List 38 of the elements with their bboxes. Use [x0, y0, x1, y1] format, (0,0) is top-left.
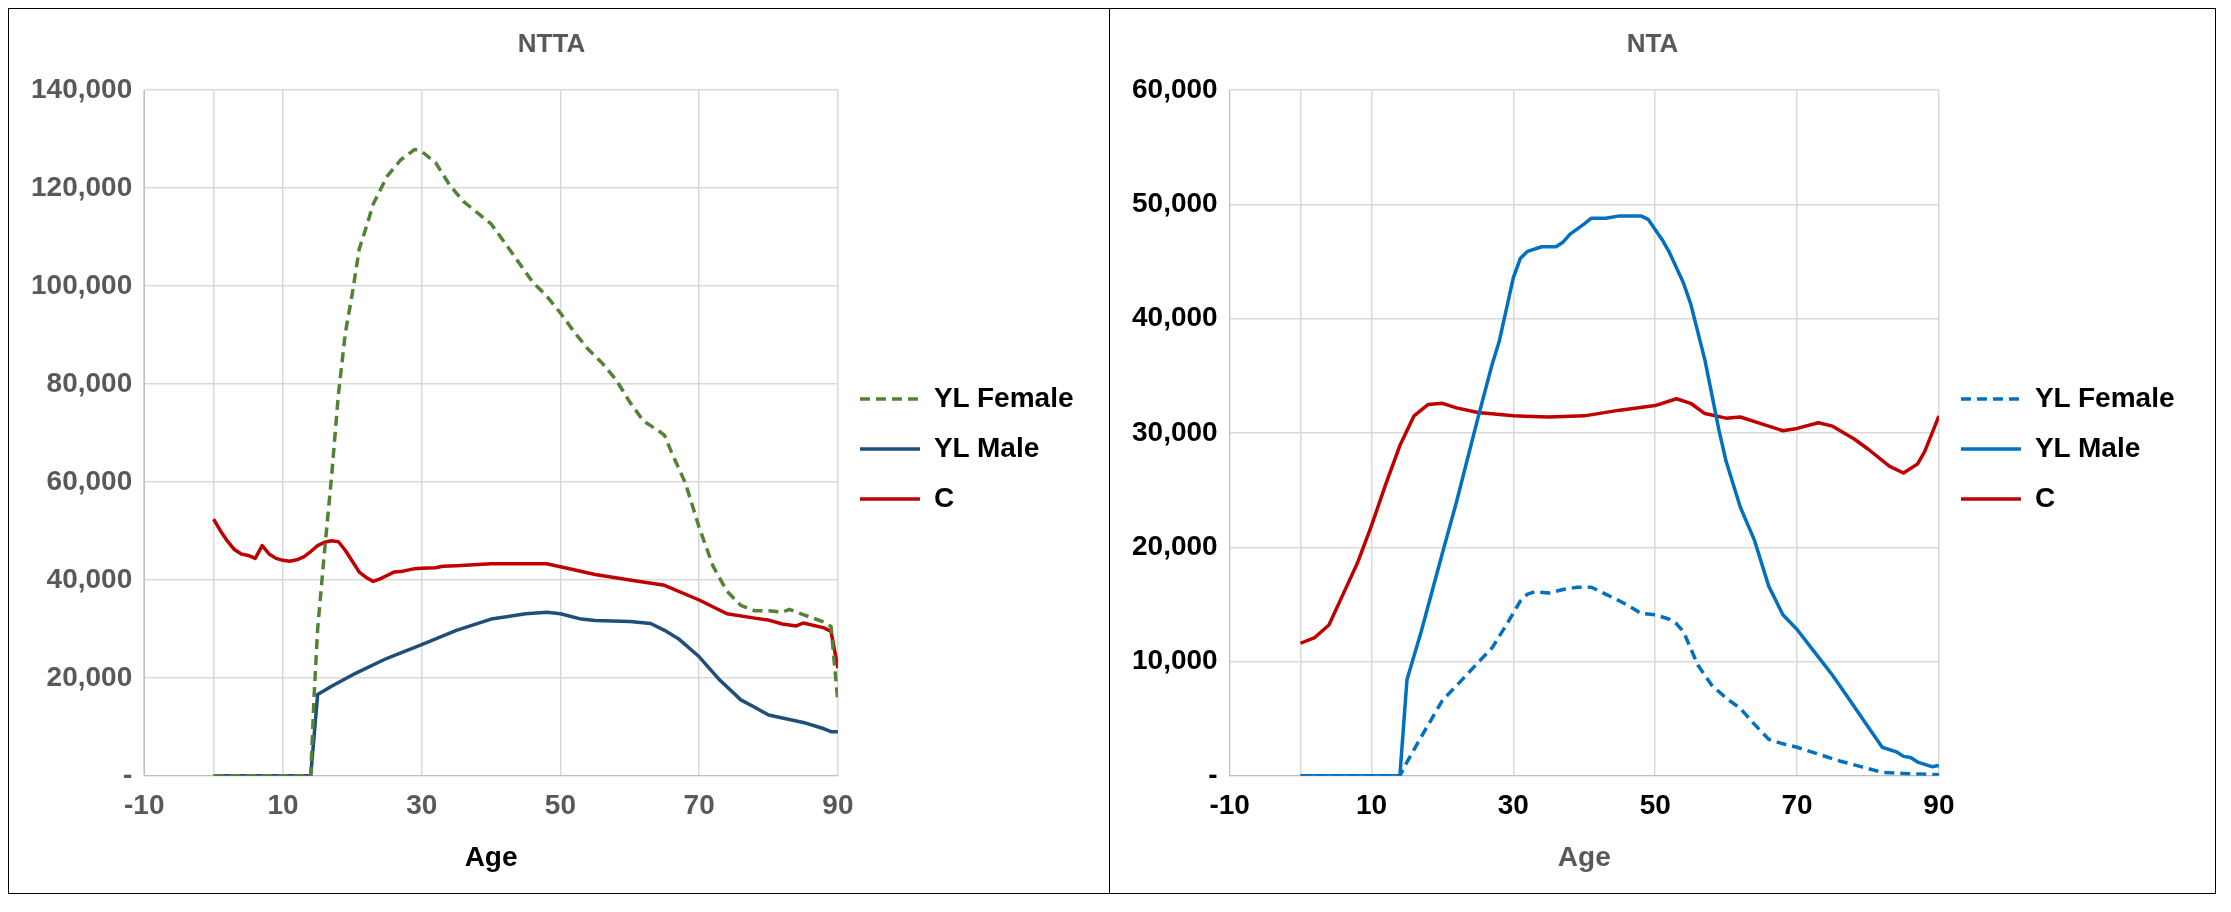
y-tick-label: 10,000 — [1132, 644, 1218, 676]
x-tick-label: 30 — [1497, 789, 1529, 821]
y-tick-label: - — [122, 758, 133, 790]
x-tick-label: 50 — [544, 789, 577, 821]
legend-label: YL Male — [2034, 431, 2141, 463]
y-tick-label: 30,000 — [1132, 415, 1218, 447]
y-tick-label: 60,000 — [46, 464, 133, 496]
x-tick-label: -10 — [1209, 789, 1250, 821]
y-tick-label: 80,000 — [46, 366, 133, 398]
chart-title: NTA — [1626, 27, 1679, 58]
legend-label: YL Male — [933, 431, 1040, 463]
legend-label: YL Female — [2034, 381, 2175, 413]
x-tick-label: 90 — [822, 789, 854, 821]
y-tick-label: - — [1208, 758, 1218, 790]
y-tick-label: 50,000 — [1132, 187, 1218, 219]
legend-label: YL Female — [933, 381, 1074, 413]
x-tick-label: 10 — [267, 789, 299, 821]
x-tick-label: 30 — [406, 789, 438, 821]
y-tick-label: 40,000 — [1132, 301, 1218, 333]
line-series — [211, 147, 838, 776]
y-tick-label: 20,000 — [1132, 529, 1218, 561]
y-tick-label: 40,000 — [46, 562, 133, 594]
y-tick-label: 60,000 — [1132, 72, 1218, 104]
x-tick-label: 70 — [1781, 789, 1813, 821]
legend-label: C — [2034, 481, 2056, 513]
chart-title: NTTA — [517, 27, 586, 58]
x-axis-title: Age — [1557, 840, 1611, 872]
x-axis-title: Age — [464, 840, 518, 872]
y-tick-label: 100,000 — [30, 268, 133, 300]
x-tick-label: 90 — [1923, 789, 1955, 821]
legend-label: C — [933, 481, 955, 513]
x-tick-label: 10 — [1355, 789, 1388, 821]
y-tick-label: 120,000 — [30, 170, 133, 202]
x-tick-label: -10 — [123, 789, 165, 821]
x-tick-label: 70 — [683, 789, 715, 821]
y-tick-label: 20,000 — [46, 660, 133, 692]
y-tick-label: 140,000 — [30, 72, 133, 104]
x-tick-label: 50 — [1639, 789, 1671, 821]
